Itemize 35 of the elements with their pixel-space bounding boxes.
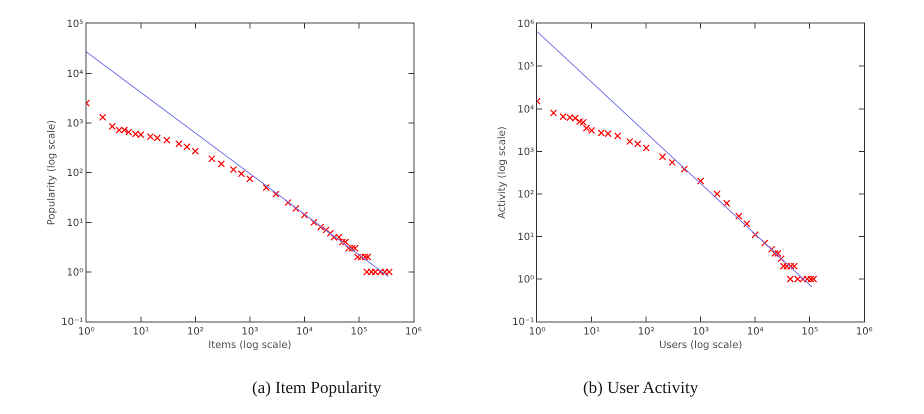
y-tick-label: 10⁰: [517, 274, 534, 286]
y-tick-label: 10⁻¹: [512, 317, 534, 328]
x-axis-title: Items (log scale): [208, 340, 292, 352]
y-tick-label: 10²: [517, 189, 534, 200]
x-axis-title: Users (log scale): [659, 340, 742, 352]
y-tick-label: 10¹: [66, 218, 84, 229]
x-tick-label: 10¹: [132, 326, 150, 338]
x-tick-label: 10⁵: [350, 326, 368, 338]
x-tick-label: 10⁰: [528, 326, 546, 338]
x-tick-label: 10²: [186, 326, 204, 338]
x-tick-label: 10⁰: [78, 326, 95, 338]
x-tick-label: 10⁴: [746, 326, 764, 338]
x-tick-label: 10⁶: [405, 326, 422, 338]
y-tick-label: 10⁵: [66, 19, 84, 30]
text: (b) User Activity: [583, 378, 699, 397]
text: (a) Item Popularity: [252, 378, 382, 397]
x-tick-label: 10³: [692, 326, 710, 338]
x-tick-label: 10⁶: [856, 326, 873, 338]
y-tick-label: 10²: [66, 168, 84, 180]
y-tick-label: 10¹: [517, 232, 534, 243]
y-tick-label: 10⁻¹: [61, 317, 84, 328]
y-tick-label: 10⁴: [517, 104, 534, 116]
x-tick-label: 10³: [241, 326, 258, 338]
x-tick-label: 10²: [638, 326, 655, 338]
x-tick-label: 10¹: [583, 326, 600, 338]
y-axis-title: Activity (log scale): [497, 126, 508, 219]
y-tick-label: 10⁶: [517, 19, 534, 30]
y-tick-label: 10⁰: [66, 267, 84, 278]
x-tick-label: 10⁵: [801, 326, 818, 338]
y-axis-title: Popularity (log scale): [46, 120, 58, 226]
y-tick-label: 10⁵: [517, 62, 534, 73]
y-tick-label: 10⁴: [66, 68, 84, 80]
y-tick-label: 10³: [66, 118, 84, 130]
y-tick-label: 10³: [517, 146, 534, 158]
x-tick-label: 10⁴: [296, 326, 313, 338]
